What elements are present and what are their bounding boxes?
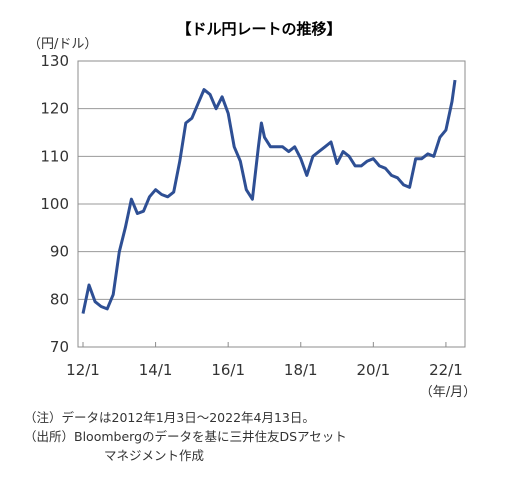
x-axis-ticks: 12/1 14/1 16/1 18/1 20/1 22/1 xyxy=(66,342,463,379)
x-tick-label-22/1: 22/1 xyxy=(429,361,463,379)
exchange-rate-chart: 【ドル円レートの推移】 （円/ドル） 70 80 90 100 110 120 130 12… xyxy=(28,20,476,400)
x-tick-label-16/1: 16/1 xyxy=(211,361,245,379)
y-tick-label-130: 130 xyxy=(40,52,69,70)
x-axis-unit: （年/月） xyxy=(420,385,476,400)
y-tick-label-80: 80 xyxy=(50,290,69,308)
plot-frame xyxy=(77,60,466,348)
y-tick-label-100: 100 xyxy=(40,195,69,213)
y-tick-label-110: 110 xyxy=(40,147,69,165)
note-source-continued: マネジメント作成 xyxy=(104,448,205,463)
x-tick-label-12/1: 12/1 xyxy=(66,361,100,379)
note-source: （出所）Bloombergのデータを基に三井住友DSアセット xyxy=(24,429,347,444)
y-tick-label-120: 120 xyxy=(40,100,69,118)
note-period: （注）データは2012年1月3日～2022年4月13日。 xyxy=(24,410,315,425)
y-tick-label-90: 90 xyxy=(50,243,69,261)
y-axis-ticks: 70 80 90 100 110 120 130 xyxy=(40,52,69,356)
y-axis-unit: （円/ドル） xyxy=(28,37,97,52)
series-lines xyxy=(81,79,457,314)
x-tick-label-18/1: 18/1 xyxy=(284,361,318,379)
series-line-0 xyxy=(81,79,457,314)
x-tick-label-14/1: 14/1 xyxy=(139,361,173,379)
gridlines xyxy=(78,108,465,300)
chart-title: 【ドル円レートの推移】 xyxy=(176,20,341,38)
y-tick-label-70: 70 xyxy=(50,338,69,356)
x-tick-label-20/1: 20/1 xyxy=(356,361,390,379)
